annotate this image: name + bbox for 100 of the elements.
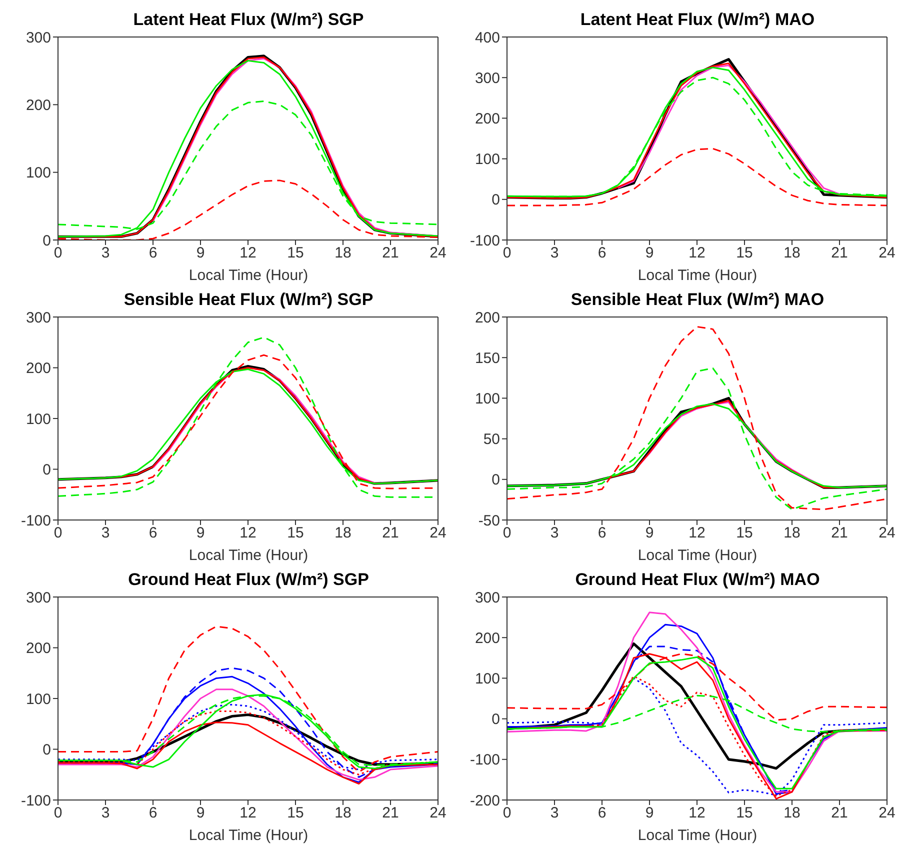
x-axis-title: Local Time (Hour) (188, 826, 310, 846)
y-tick-label: 300 (474, 70, 500, 87)
line-series (507, 326, 887, 510)
x-tick-label: 12 (688, 524, 706, 542)
x-tick-label: 24 (430, 244, 446, 262)
x-tick-label: 18 (334, 244, 352, 262)
x-tick-label: 3 (101, 524, 110, 542)
y-tick-label: -200 (470, 792, 500, 810)
x-tick-label: 24 (878, 524, 896, 542)
x-axis-title: Local Time (Hour) (636, 546, 758, 566)
y-tick-label: 400 (474, 29, 500, 46)
chart-title: Sensible Heat Flux (W/m²) SGP (122, 289, 374, 311)
x-tick-label: 0 (502, 804, 512, 822)
y-tick-label: 150 (474, 350, 500, 367)
x-tick-label: 24 (430, 804, 446, 822)
x-tick-label: 15 (287, 524, 304, 542)
x-tick-label: 12 (688, 804, 706, 822)
chart-title: Ground Heat Flux (W/m²) MAO (574, 569, 821, 591)
y-tick-label: 0 (42, 742, 51, 759)
x-tick-label: 21 (831, 244, 848, 262)
x-tick-label: 3 (550, 804, 559, 822)
x-tick-label: 0 (54, 244, 62, 262)
x-tick-label: 9 (196, 244, 205, 262)
x-tick-label: 24 (430, 524, 446, 542)
chart-title: Latent Heat Flux (W/m²) MAO (579, 9, 816, 31)
x-tick-label: 3 (550, 524, 559, 542)
x-tick-label: 15 (736, 244, 753, 262)
x-tick-label: 0 (54, 804, 62, 822)
x-tick-label: 12 (240, 804, 256, 822)
x-axis-title: Local Time (Hour) (636, 266, 758, 286)
x-tick-label: 18 (334, 804, 352, 822)
y-tick-label: 0 (42, 232, 51, 250)
x-tick-label: 9 (196, 804, 205, 822)
x-tick-label: 21 (382, 524, 399, 542)
x-tick-label: 18 (334, 524, 352, 542)
x-tick-label: 0 (54, 524, 62, 542)
y-tick-label: 100 (474, 151, 500, 168)
x-tick-label: 15 (736, 524, 753, 542)
y-tick-label: 200 (26, 360, 51, 378)
x-tick-label: 3 (550, 244, 559, 262)
y-tick-label: 0 (492, 192, 500, 209)
y-tick-label: -100 (470, 232, 500, 250)
chart-title: Sensible Heat Flux (W/m²) MAO (570, 289, 826, 311)
y-tick-label: 300 (26, 29, 51, 46)
x-tick-label: 21 (382, 804, 399, 822)
x-tick-label: 24 (878, 804, 896, 822)
x-tick-label: 6 (148, 244, 158, 262)
y-tick-label: 0 (42, 462, 51, 479)
x-tick-label: 6 (148, 524, 158, 542)
y-tick-label: 200 (474, 309, 500, 326)
x-tick-label: 21 (831, 524, 848, 542)
x-tick-label: 15 (287, 244, 304, 262)
y-tick-label: 300 (26, 309, 51, 326)
y-tick-label: 200 (474, 110, 500, 128)
y-tick-label: 100 (474, 670, 500, 688)
x-tick-label: 12 (240, 244, 256, 262)
x-tick-label: 0 (502, 524, 512, 542)
y-tick-label: 300 (474, 589, 500, 606)
y-tick-label: -100 (20, 512, 51, 530)
x-tick-label: 9 (645, 524, 654, 542)
chart-title: Latent Heat Flux (W/m²) SGP (132, 9, 365, 31)
y-tick-label: 200 (26, 640, 51, 658)
x-tick-label: 15 (736, 804, 753, 822)
x-axis-title: Local Time (Hour) (188, 266, 310, 286)
x-axis-title: Local Time (Hour) (188, 546, 310, 566)
x-tick-label: 6 (598, 524, 606, 542)
line-series (507, 367, 887, 510)
x-tick-label: 3 (101, 804, 110, 822)
y-tick-label: 100 (26, 164, 51, 182)
x-axis-title: Local Time (Hour) (636, 826, 758, 846)
y-tick-label: 50 (483, 431, 500, 448)
y-tick-label: -50 (478, 512, 500, 530)
x-tick-label: 21 (831, 804, 848, 822)
x-tick-label: 18 (784, 804, 800, 822)
y-tick-label: 0 (492, 472, 500, 489)
x-tick-label: 9 (196, 524, 205, 542)
x-tick-label: 6 (598, 804, 606, 822)
y-tick-label: 100 (474, 390, 500, 408)
line-series (58, 626, 438, 773)
y-tick-label: 0 (492, 711, 500, 728)
x-tick-label: 15 (287, 804, 304, 822)
x-tick-label: 18 (784, 244, 800, 262)
x-tick-label: 6 (598, 244, 606, 262)
x-tick-label: 6 (148, 804, 158, 822)
y-tick-label: 200 (474, 630, 500, 647)
x-tick-label: 24 (878, 244, 896, 262)
y-tick-label: 200 (26, 96, 51, 114)
x-tick-label: 18 (784, 524, 800, 542)
line-series (507, 148, 887, 206)
x-tick-label: 3 (101, 244, 110, 262)
x-tick-label: 12 (240, 524, 256, 542)
x-tick-label: 9 (645, 804, 654, 822)
y-tick-label: 100 (26, 410, 51, 428)
y-tick-label: -100 (20, 792, 51, 810)
x-tick-label: 9 (645, 244, 654, 262)
chart-title: Ground Heat Flux (W/m²) SGP (127, 569, 370, 591)
x-tick-label: 21 (382, 244, 399, 262)
y-tick-label: 300 (26, 589, 51, 606)
x-tick-label: 0 (502, 244, 512, 262)
y-tick-label: -100 (470, 752, 500, 769)
